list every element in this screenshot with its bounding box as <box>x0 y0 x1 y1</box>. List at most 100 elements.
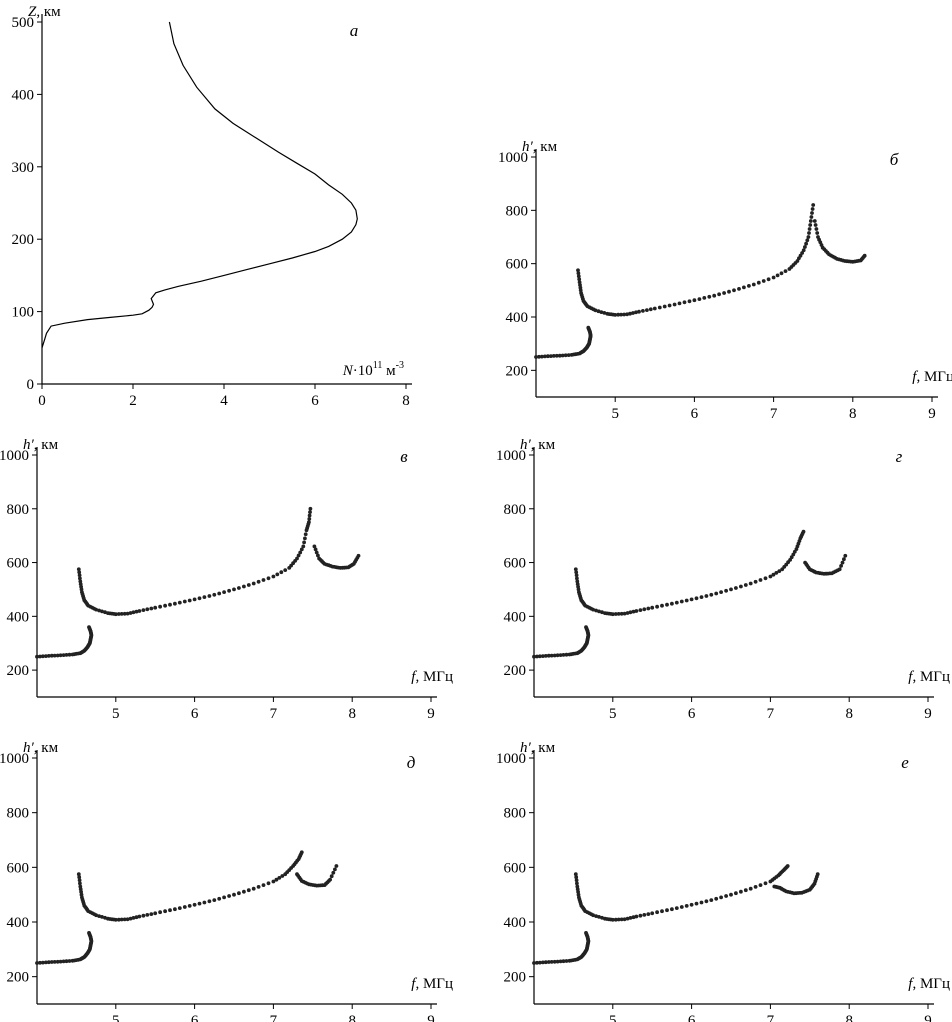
data-point <box>682 300 687 305</box>
data-point <box>709 592 714 597</box>
data-point <box>625 312 629 317</box>
data-point <box>600 915 604 920</box>
data-point <box>280 874 285 878</box>
data-point <box>743 583 748 587</box>
data-point <box>712 293 717 298</box>
data-point <box>575 576 579 581</box>
data-point <box>808 223 813 227</box>
data-point <box>299 850 304 855</box>
data-point <box>631 311 635 315</box>
data-point <box>719 590 723 594</box>
data-point <box>543 960 548 965</box>
y-tick-label: 1000 <box>496 448 526 464</box>
data-point <box>597 915 601 919</box>
data-point <box>862 253 867 258</box>
data-point <box>122 611 127 616</box>
x-tick-label: 8 <box>348 1013 356 1022</box>
x-axis-mult: ·10 <box>353 363 373 379</box>
data-point <box>145 913 150 917</box>
data-point <box>49 960 54 964</box>
data-point <box>665 602 669 607</box>
y-tick-label: 200 <box>504 970 527 986</box>
x-tick-label: 2 <box>129 393 137 409</box>
data-point <box>742 285 746 290</box>
x-axis-unit: , МГц <box>912 976 950 992</box>
data-point <box>652 306 657 311</box>
data-point <box>113 612 118 617</box>
data-point <box>766 277 771 282</box>
x-tick-label: 6 <box>688 1013 696 1022</box>
data-point <box>275 572 280 577</box>
data-point <box>625 611 630 615</box>
y-axis-var: h′ <box>23 740 35 756</box>
data-point <box>694 596 699 601</box>
data-point <box>541 960 545 965</box>
data-point <box>645 308 649 312</box>
panel-letter: а <box>350 21 359 40</box>
data-point <box>122 917 127 922</box>
data-point <box>128 611 133 615</box>
x-tick-label: 6 <box>191 706 199 722</box>
data-point <box>575 881 579 886</box>
data-point <box>761 279 766 283</box>
data-point <box>119 917 124 922</box>
data-point <box>212 898 217 902</box>
data-point <box>242 584 246 589</box>
y-tick-label: 0 <box>27 377 35 393</box>
data-point <box>168 602 172 607</box>
x-axis-exp: 11 <box>373 360 383 371</box>
data-point <box>113 917 118 922</box>
data-point <box>295 556 299 561</box>
data-point <box>274 877 279 882</box>
y-tick-label: 300 <box>12 160 35 176</box>
data-point <box>125 917 130 922</box>
data-point <box>648 307 653 312</box>
data-point <box>642 607 647 612</box>
data-point <box>689 902 694 907</box>
y-tick-label: 600 <box>7 860 30 876</box>
data-point <box>650 605 655 610</box>
data-point <box>771 275 776 280</box>
data-point <box>758 883 763 887</box>
y-tick-label: 400 <box>12 87 35 103</box>
x-axis-unit: , МГц <box>415 976 453 992</box>
data-point <box>679 905 684 909</box>
data-point <box>77 573 82 578</box>
data-point <box>58 959 63 964</box>
data-point <box>307 513 312 518</box>
data-point <box>78 881 82 886</box>
x-tick-label: 9 <box>427 1013 435 1022</box>
x-axis-unit-exp: -3 <box>396 360 404 371</box>
data-point <box>599 310 604 314</box>
panel-v: 200 400 600 800 1000 5 6 7 8 9 h′, км f, МГц в <box>0 437 453 722</box>
data-point <box>574 570 579 575</box>
data-point <box>303 532 308 537</box>
data-point <box>307 517 312 521</box>
data-point <box>610 917 615 922</box>
data-point <box>237 891 241 896</box>
x-axis-label: f, МГц <box>411 976 453 992</box>
data-point <box>622 312 626 317</box>
trace-main <box>573 864 790 922</box>
data-point <box>807 231 811 235</box>
data-point <box>807 227 812 231</box>
data-point <box>724 894 728 898</box>
data-point <box>192 597 197 602</box>
y-axis-label: h′, км <box>23 437 59 453</box>
data-point <box>187 598 192 603</box>
data-point <box>227 588 232 593</box>
data-point <box>619 917 624 922</box>
x-axis-var: f <box>411 669 417 685</box>
y-axis-label: h′, км <box>23 740 59 756</box>
data-point <box>116 612 121 616</box>
data-point <box>586 325 591 330</box>
panel-letter: б <box>890 150 899 169</box>
y-axis-unit: , км <box>531 437 556 453</box>
trace-upper <box>312 544 361 570</box>
data-point <box>641 309 645 313</box>
x-tick-label: 9 <box>928 406 936 422</box>
data-point <box>699 595 704 599</box>
data-point <box>677 301 682 306</box>
data-point <box>843 553 848 558</box>
data-point <box>753 885 758 889</box>
